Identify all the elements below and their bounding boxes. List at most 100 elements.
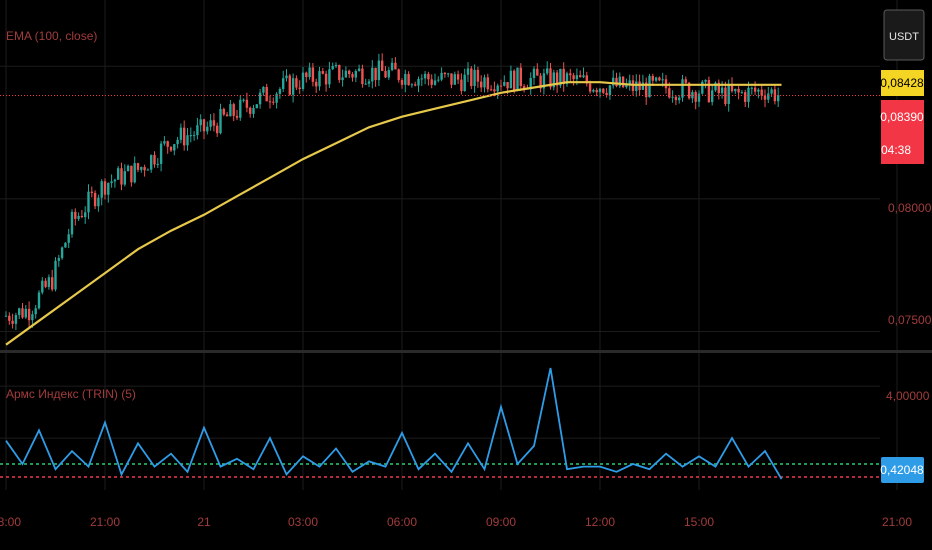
candle-body bbox=[344, 70, 348, 78]
candle-body bbox=[704, 79, 707, 82]
candle-body bbox=[621, 76, 625, 88]
indicator-legend[interactable]: Армс Индекс (TRIN) (5) bbox=[6, 387, 136, 401]
candle-body bbox=[381, 60, 384, 71]
candle-body bbox=[245, 99, 249, 108]
candle-body bbox=[648, 75, 651, 98]
candle-body bbox=[57, 258, 60, 261]
candle-body bbox=[615, 77, 618, 87]
candle-body bbox=[31, 314, 34, 321]
time-tick: 15:00 bbox=[684, 515, 714, 529]
candle-body bbox=[159, 143, 163, 164]
candle-body bbox=[278, 89, 282, 94]
indicator-axis[interactable]: 4,00000 bbox=[886, 389, 930, 403]
candle-body bbox=[443, 72, 447, 75]
candle-body bbox=[37, 292, 41, 309]
candle-body bbox=[367, 81, 371, 84]
candle-body bbox=[97, 197, 100, 207]
candle-body bbox=[51, 277, 54, 290]
candle-body bbox=[291, 78, 295, 95]
time-axis[interactable]: 21:00 21 03:00 06:00 09:00 12:00 15:00 18:00 21:… bbox=[0, 515, 912, 529]
candle-body bbox=[628, 80, 631, 84]
candle-body bbox=[476, 69, 480, 82]
candle-body bbox=[41, 280, 44, 293]
candle-body bbox=[390, 62, 394, 71]
pane-separator[interactable] bbox=[0, 350, 932, 353]
candle-body bbox=[163, 141, 166, 144]
candle-body bbox=[77, 215, 80, 219]
candle-body bbox=[169, 146, 173, 151]
candle-body bbox=[93, 192, 97, 207]
candle-body bbox=[183, 127, 186, 146]
candle-body bbox=[410, 84, 414, 86]
candle-body bbox=[275, 93, 278, 103]
candle-body bbox=[483, 77, 486, 88]
candle-body bbox=[123, 171, 126, 185]
candle-body bbox=[328, 69, 331, 85]
candle-body bbox=[678, 97, 681, 101]
candle-body bbox=[176, 139, 179, 145]
candle-body bbox=[532, 68, 536, 79]
candle-body bbox=[242, 99, 245, 101]
candle-body bbox=[661, 79, 664, 81]
candle-body bbox=[513, 70, 516, 92]
candle-body bbox=[258, 92, 262, 105]
candle-body bbox=[585, 75, 588, 84]
currency-button[interactable]: USDT bbox=[883, 9, 925, 61]
candle-body bbox=[113, 179, 117, 182]
candle-body bbox=[724, 87, 727, 104]
candle-body bbox=[295, 78, 298, 88]
candle-body bbox=[24, 308, 27, 318]
candle-body bbox=[608, 85, 612, 96]
candle-body bbox=[473, 69, 476, 87]
countdown-text: 04:38 bbox=[881, 143, 911, 157]
candle-body bbox=[186, 135, 189, 146]
candle-body bbox=[288, 75, 291, 95]
candle-body bbox=[8, 315, 11, 321]
trin-value-text: 0,42048 bbox=[880, 463, 924, 477]
candle-body bbox=[509, 70, 513, 89]
candle-body bbox=[572, 75, 575, 80]
candle-body bbox=[153, 155, 156, 165]
candle-body bbox=[701, 81, 704, 94]
ema-value-text: 0,08428 bbox=[880, 76, 924, 90]
candle-body bbox=[447, 73, 450, 75]
candle-body bbox=[334, 64, 338, 67]
candle-body bbox=[117, 168, 120, 180]
candle-body bbox=[377, 60, 381, 81]
candle-body bbox=[414, 84, 417, 86]
main-legend[interactable]: EMA (100, close) bbox=[6, 29, 97, 43]
candle-body bbox=[466, 68, 470, 75]
candle-body bbox=[618, 76, 621, 87]
candle-body bbox=[565, 73, 569, 84]
candle-body bbox=[522, 86, 526, 89]
candle-body bbox=[555, 72, 559, 86]
candle-body bbox=[321, 71, 324, 74]
candle-body bbox=[450, 73, 453, 85]
candle-body bbox=[64, 242, 67, 248]
candle-body bbox=[757, 89, 760, 92]
candle-body bbox=[720, 87, 724, 94]
candle-body bbox=[734, 88, 737, 92]
candle-body bbox=[727, 84, 730, 104]
time-tick: 21:00 bbox=[882, 515, 912, 529]
candle-body bbox=[654, 77, 658, 81]
candle-body bbox=[235, 115, 239, 118]
candle-body bbox=[420, 78, 423, 80]
candle-body bbox=[107, 183, 110, 195]
candle-body bbox=[324, 73, 328, 85]
candle-body bbox=[598, 88, 602, 93]
candle-body bbox=[192, 135, 196, 137]
candle-body bbox=[394, 62, 397, 70]
candle-body bbox=[763, 95, 767, 100]
candle-body bbox=[229, 104, 232, 117]
price-axis[interactable]: 0,08000 0,07500 bbox=[888, 201, 932, 327]
candle-body bbox=[209, 120, 212, 127]
candle-body bbox=[47, 277, 51, 287]
candle-body bbox=[740, 92, 744, 94]
candle-body bbox=[480, 81, 483, 88]
candle-body bbox=[348, 70, 351, 75]
candle-body bbox=[493, 89, 496, 92]
candle-body bbox=[595, 89, 598, 93]
